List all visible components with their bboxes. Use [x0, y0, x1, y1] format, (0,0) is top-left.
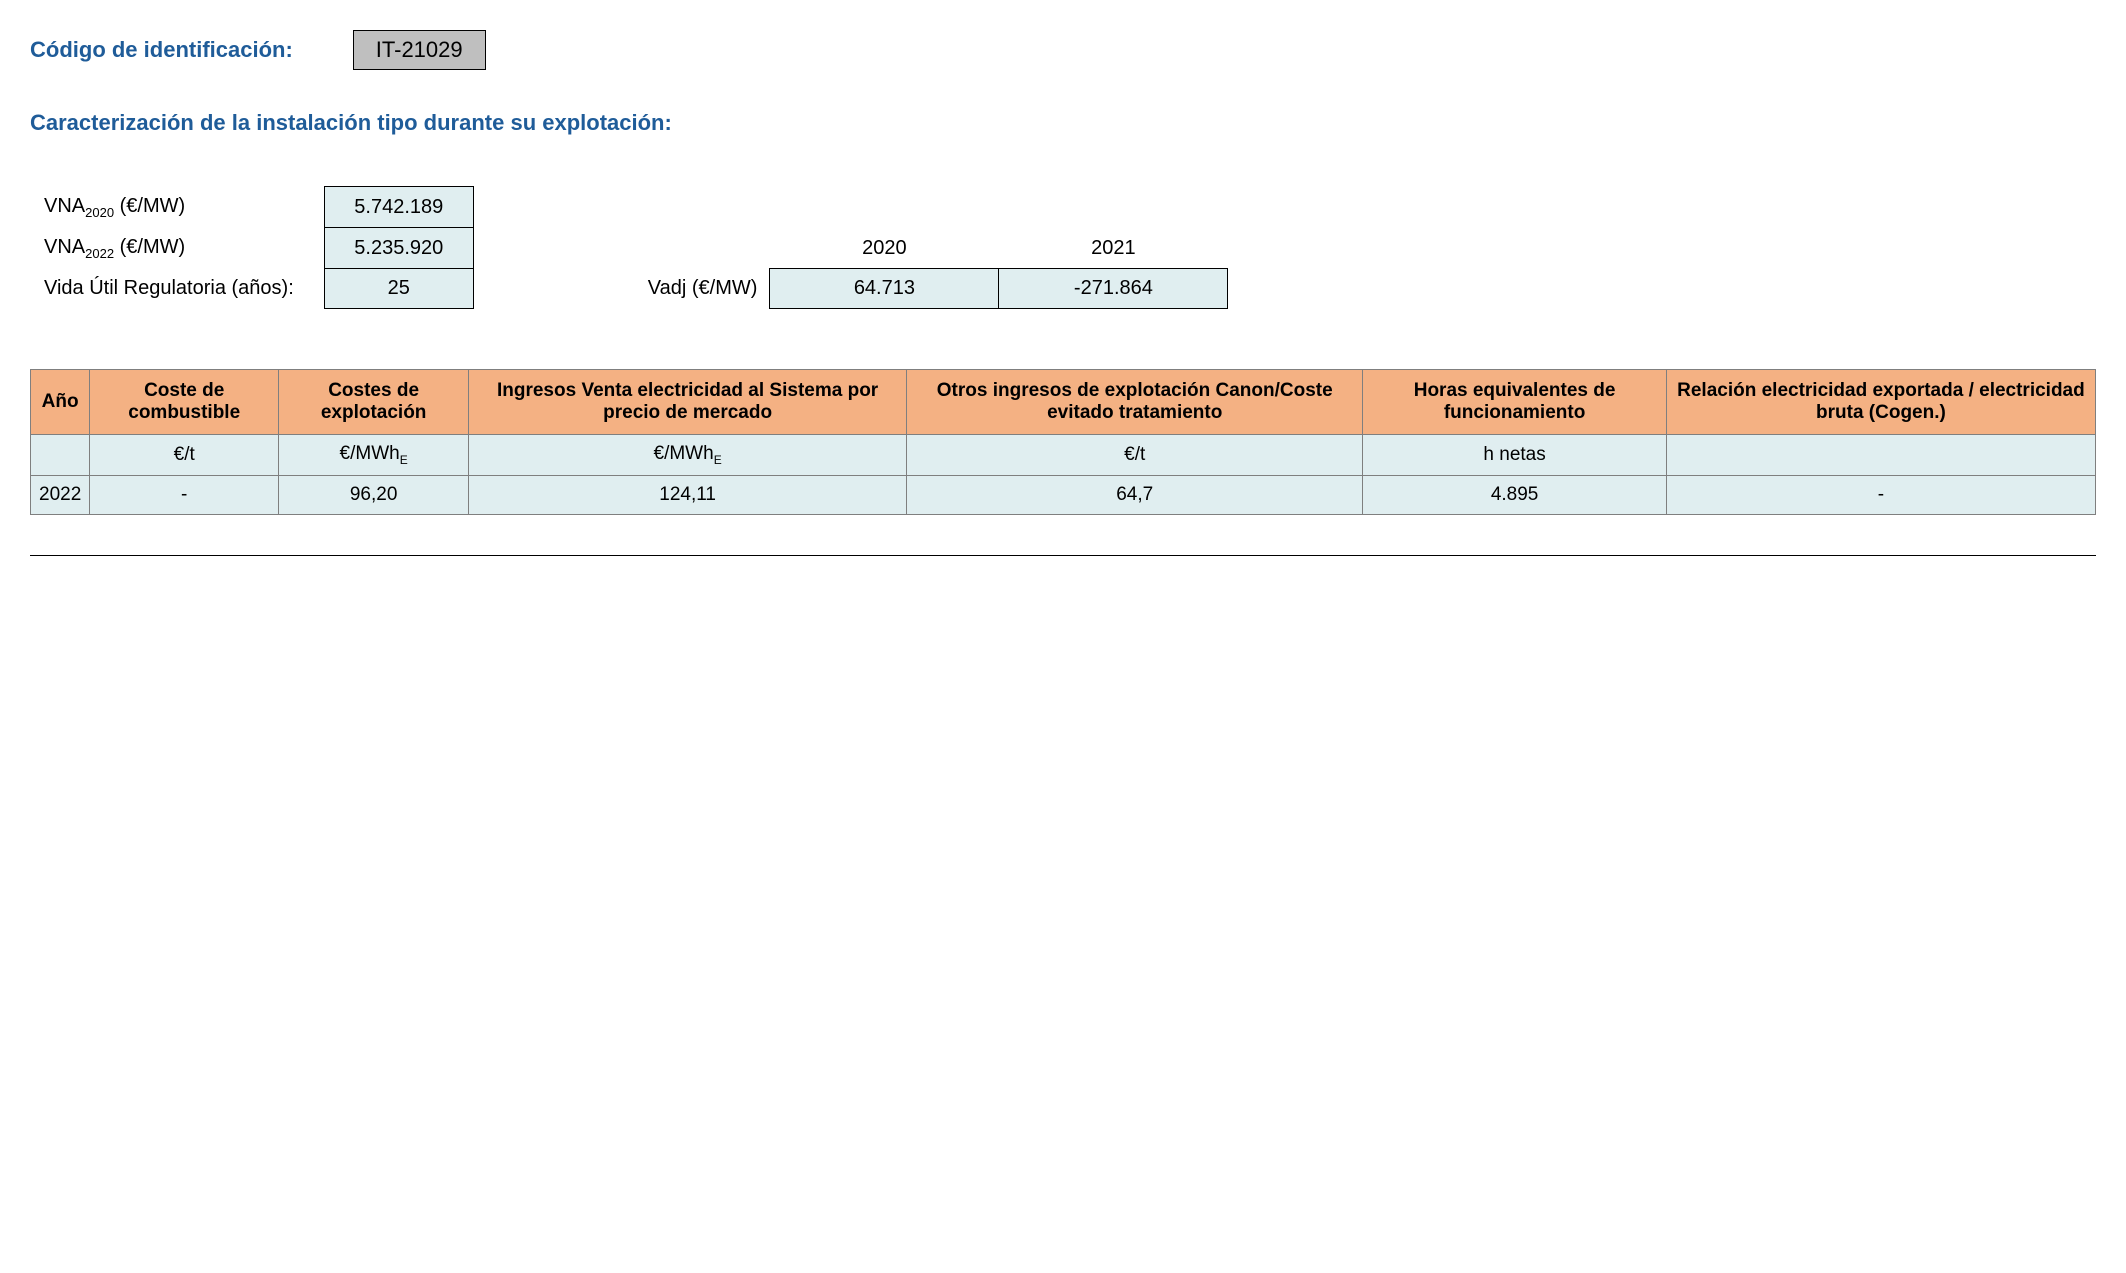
vadj-year2: 2021 [999, 229, 1228, 269]
main-thead: Año Coste de combustible Costes de explo… [31, 370, 2096, 435]
header-row-1: Año Coste de combustible Costes de explo… [31, 370, 2096, 435]
vna2022-label: VNA2022 (€/MW) [30, 228, 324, 269]
unit-horas: h netas [1363, 435, 1667, 476]
th-horas: Horas equivalentes de funcionamiento [1363, 370, 1667, 435]
unit-ingresos-venta: €/MWhE [469, 435, 907, 476]
unit-ingresos-venta-sub: E [714, 453, 722, 467]
vna2020-row: VNA2020 (€/MW) 5.742.189 [30, 187, 473, 228]
codigo-label: Código de identificación: [30, 37, 293, 63]
cell-coste_comb: - [90, 475, 279, 514]
units-row: €/t €/MWhE €/MWhE €/t h netas [31, 435, 2096, 476]
vna2020-post: (€/MW) [114, 195, 185, 217]
unit-otros-ingresos: €/t [907, 435, 1363, 476]
th-ano: Año [31, 370, 90, 435]
unit-costes-expl-sub: E [400, 453, 408, 467]
vna2020-sub: 2020 [85, 205, 114, 220]
vadj-head-row: 2020 2021 [634, 229, 1228, 269]
vna2022-value: 5.235.920 [324, 228, 473, 269]
main-tbody: €/t €/MWhE €/MWhE €/t h netas 2022-96,20… [31, 435, 2096, 515]
unit-costes-expl-pre: €/MWh [340, 443, 400, 464]
cell-ingresos_venta: 124,11 [469, 475, 907, 514]
vna2020-label: VNA2020 (€/MW) [30, 187, 324, 228]
vida-value: 25 [324, 269, 473, 309]
th-costes-expl: Costes de explotación [279, 370, 469, 435]
vadj-year1: 2020 [770, 229, 999, 269]
param-table: VNA2020 (€/MW) 5.742.189 VNA2022 (€/MW) … [30, 186, 474, 309]
params-wrap: VNA2020 (€/MW) 5.742.189 VNA2022 (€/MW) … [30, 186, 2096, 309]
vida-label: Vida Útil Regulatoria (años): [30, 269, 324, 309]
divider [30, 555, 2096, 556]
header-row: Código de identificación: IT-21029 [30, 30, 2096, 70]
vadj-val2: -271.864 [999, 269, 1228, 309]
vadj-value-row: Vadj (€/MW) 64.713 -271.864 [634, 269, 1228, 309]
vna2022-pre: VNA [44, 236, 85, 258]
unit-relacion [1666, 435, 2095, 476]
unit-coste-comb: €/t [90, 435, 279, 476]
vadj-label: Vadj (€/MW) [634, 269, 770, 309]
th-otros-ingresos: Otros ingresos de explotación Canon/Cost… [907, 370, 1363, 435]
cell-costes_expl: 96,20 [279, 475, 469, 514]
vna2020-pre: VNA [44, 195, 85, 217]
th-coste-comb: Coste de combustible [90, 370, 279, 435]
section-title: Caracterización de la instalación tipo d… [30, 110, 2096, 136]
th-relacion: Relación electricidad exportada / electr… [1666, 370, 2095, 435]
cell-otros_ingresos: 64,7 [907, 475, 1363, 514]
main-table: Año Coste de combustible Costes de explo… [30, 369, 2096, 515]
cell-relacion: - [1666, 475, 2095, 514]
vna2022-row: VNA2022 (€/MW) 5.235.920 [30, 228, 473, 269]
cell-ano: 2022 [31, 475, 90, 514]
unit-ingresos-venta-pre: €/MWh [654, 443, 714, 464]
vadj-table: 2020 2021 Vadj (€/MW) 64.713 -271.864 [634, 229, 1229, 309]
unit-costes-expl: €/MWhE [279, 435, 469, 476]
vna2022-post: (€/MW) [114, 236, 185, 258]
vida-row: Vida Útil Regulatoria (años): 25 [30, 269, 473, 309]
cell-horas: 4.895 [1363, 475, 1667, 514]
vadj-val1: 64.713 [770, 269, 999, 309]
vna2020-value: 5.742.189 [324, 187, 473, 228]
th-ingresos-venta: Ingresos Venta electricidad al Sistema p… [469, 370, 907, 435]
codigo-value: IT-21029 [353, 30, 486, 70]
vadj-spacer [634, 229, 770, 269]
vna2022-sub: 2022 [85, 246, 114, 261]
unit-ano [31, 435, 90, 476]
table-row: 2022-96,20124,1164,74.895- [31, 475, 2096, 514]
